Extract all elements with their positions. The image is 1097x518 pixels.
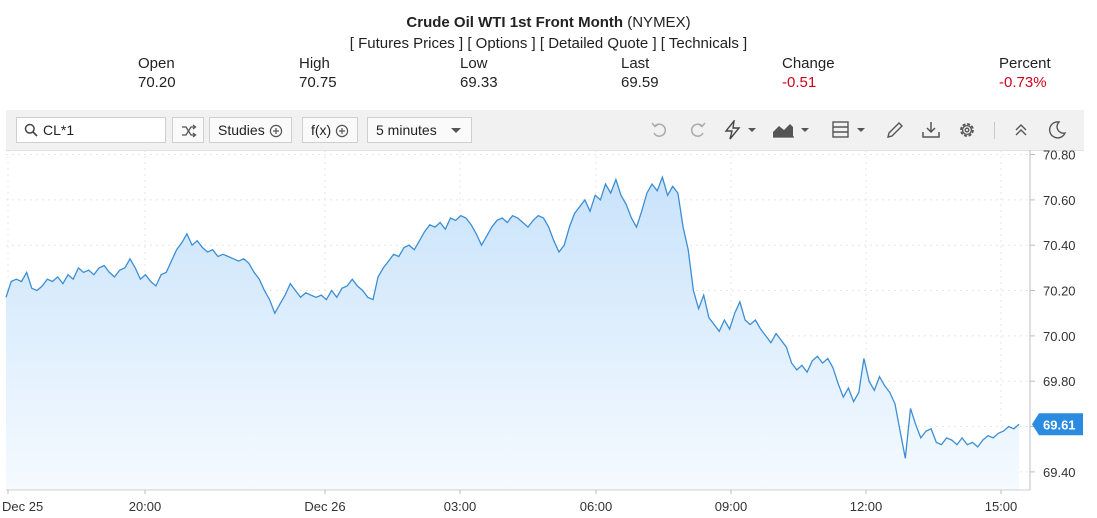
chart-type-icon[interactable] <box>771 120 815 140</box>
x-tick-label: 15:00 <box>985 499 1018 514</box>
pencil-icon[interactable] <box>884 120 906 140</box>
link-technicals[interactable]: [ Technicals ] <box>660 35 748 52</box>
link-detailed-quote[interactable]: [ Detailed Quote ] <box>539 35 657 52</box>
symbol-input[interactable] <box>43 121 161 139</box>
studies-label: Studies <box>218 122 265 138</box>
link-options[interactable]: [ Options ] <box>467 35 536 52</box>
stat-label: High <box>299 55 330 72</box>
price-chart[interactable]: 70.8070.6070.4070.2070.0069.8069.6069.40… <box>0 150 1097 518</box>
y-tick-label: 70.00 <box>1043 329 1076 344</box>
shuffle-icon <box>182 124 197 138</box>
last-price-value: 69.61 <box>1043 417 1076 432</box>
lightning-icon[interactable] <box>722 120 762 140</box>
layout-icon[interactable] <box>829 120 873 140</box>
symbol-search[interactable] <box>16 117 166 143</box>
stat-label: Low <box>460 55 488 72</box>
stat-value: 69.33 <box>460 74 498 91</box>
compare-button[interactable] <box>172 117 204 143</box>
x-axis: Dec 25 20:00 Dec 26 03:00 06:00 09:00 12:00 15:… <box>2 490 1017 514</box>
fx-button[interactable]: f(x) <box>302 117 359 143</box>
redo-icon[interactable] <box>686 120 708 140</box>
stat-value: 70.75 <box>299 74 337 91</box>
plus-circle-icon <box>269 125 282 138</box>
stat-value: 69.59 <box>621 74 659 91</box>
quote-links: [ Futures Prices ] [ Options ] [ Detaile… <box>0 35 1097 52</box>
stat-percent: Percent -0.73% <box>999 54 1051 92</box>
download-icon[interactable] <box>920 120 942 140</box>
stat-value: 70.20 <box>138 74 176 91</box>
collapse-icon[interactable] <box>1010 120 1032 140</box>
y-tick-label: 70.20 <box>1043 284 1076 299</box>
instrument-title: Crude Oil WTI 1st Front Month <box>406 14 624 31</box>
price-area <box>6 177 1019 490</box>
y-tick-label: 70.40 <box>1043 238 1076 253</box>
x-tick-label: 06:00 <box>580 499 613 514</box>
stat-low: Low 69.33 <box>460 54 498 92</box>
stat-label: Percent <box>999 55 1051 72</box>
stat-value: -0.51 <box>782 74 817 91</box>
fx-label: f(x) <box>311 122 332 138</box>
moon-icon[interactable] <box>1046 120 1068 140</box>
toolbar-divider <box>994 122 995 139</box>
price-line <box>5 175 1020 459</box>
y-tick-label: 70.80 <box>1043 150 1076 163</box>
chart-toolbar: Studies f(x) 5 minutes <box>6 110 1084 151</box>
y-tick-label: 70.60 <box>1043 193 1076 208</box>
quote-header: Crude Oil WTI 1st Front Month (NYMEX) <box>0 14 1097 31</box>
stat-high: High 70.75 <box>299 54 337 92</box>
stat-last: Last 69.59 <box>621 54 659 92</box>
plus-circle-icon <box>335 125 349 138</box>
undo-icon[interactable] <box>649 120 671 140</box>
stat-open: Open 70.20 <box>138 54 176 92</box>
studies-button[interactable]: Studies <box>209 117 292 143</box>
y-tick-label: 69.40 <box>1043 465 1076 480</box>
x-tick-label: Dec 26 <box>304 499 345 514</box>
x-tick-label: Dec 25 <box>2 499 43 514</box>
search-icon <box>24 123 38 137</box>
stat-change: Change -0.51 <box>782 54 835 92</box>
exchange-label: (NYMEX) <box>627 14 691 31</box>
stat-label: Change <box>782 55 835 72</box>
y-tick-label: 69.80 <box>1043 374 1076 389</box>
stat-label: Open <box>138 55 175 72</box>
x-tick-label: 12:00 <box>850 499 883 514</box>
gear-icon[interactable] <box>956 120 978 140</box>
stat-value: -0.73% <box>999 74 1047 91</box>
x-tick-label: 20:00 <box>129 499 162 514</box>
interval-select[interactable]: 5 minutes <box>367 117 472 143</box>
last-price-badge: 69.61 <box>1032 413 1083 436</box>
interval-label: 5 minutes <box>376 122 437 138</box>
x-tick-label: 03:00 <box>444 499 477 514</box>
stat-label: Last <box>621 55 650 72</box>
x-tick-label: 09:00 <box>715 499 748 514</box>
link-futures-prices[interactable]: [ Futures Prices ] <box>349 35 464 52</box>
caret-down-icon <box>451 128 461 133</box>
